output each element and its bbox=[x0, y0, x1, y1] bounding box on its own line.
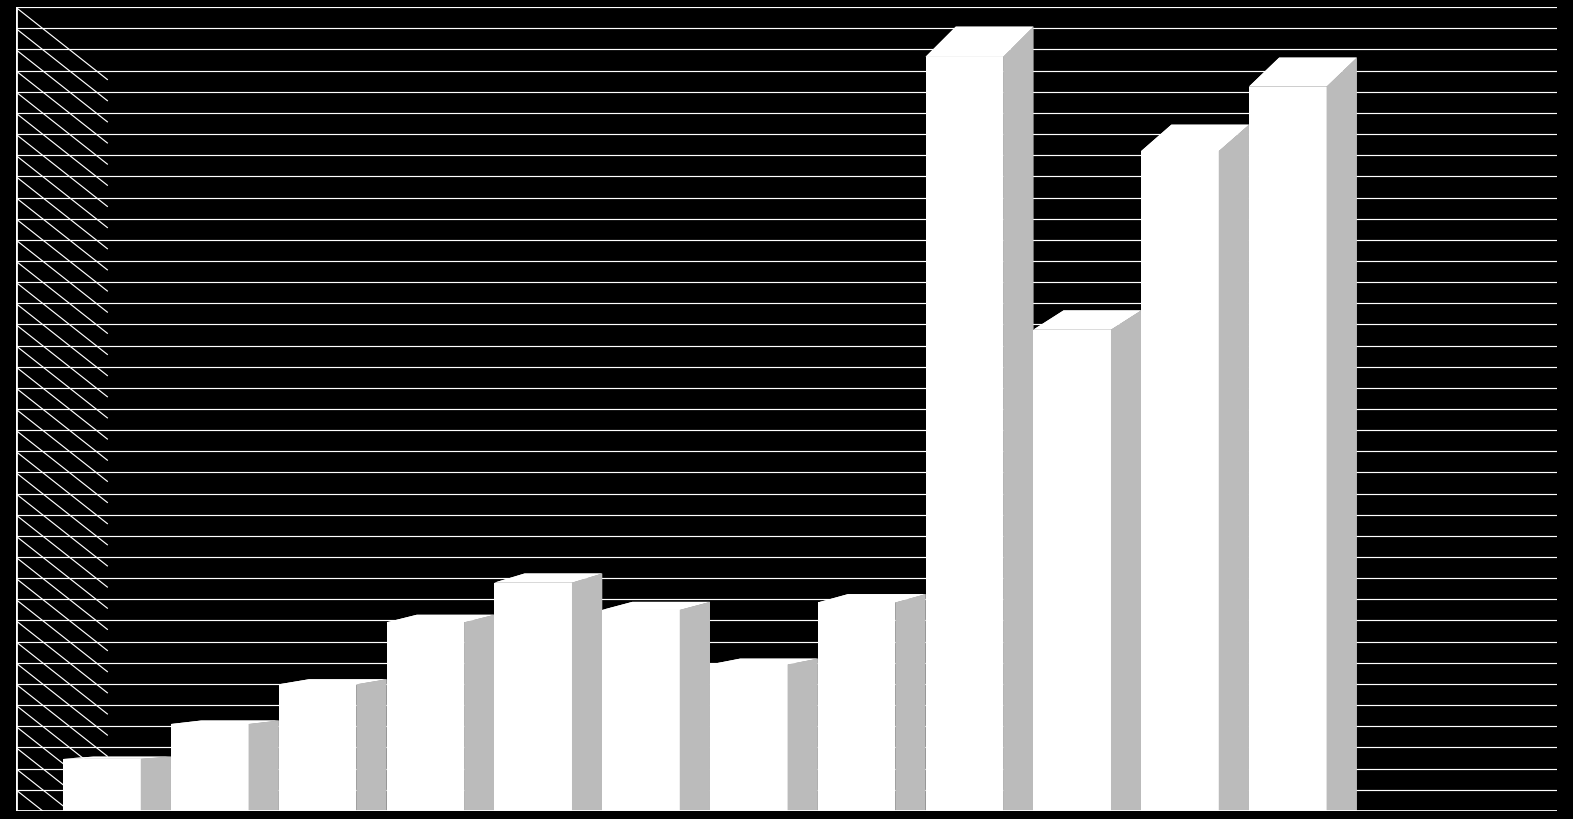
Polygon shape bbox=[387, 615, 494, 622]
Bar bbox=[709, 665, 788, 811]
Bar bbox=[171, 724, 249, 811]
Bar bbox=[494, 583, 573, 811]
Bar bbox=[278, 685, 357, 811]
Polygon shape bbox=[818, 595, 925, 603]
Polygon shape bbox=[387, 615, 494, 622]
Polygon shape bbox=[171, 721, 278, 724]
Polygon shape bbox=[1140, 125, 1249, 152]
Bar bbox=[818, 603, 895, 811]
Polygon shape bbox=[573, 574, 602, 811]
Polygon shape bbox=[171, 721, 278, 724]
Bar bbox=[1249, 88, 1326, 811]
Polygon shape bbox=[278, 680, 387, 685]
Polygon shape bbox=[1326, 58, 1357, 811]
Polygon shape bbox=[494, 574, 602, 583]
Polygon shape bbox=[1004, 28, 1033, 811]
Polygon shape bbox=[680, 602, 709, 811]
Bar bbox=[63, 758, 140, 811]
Polygon shape bbox=[464, 615, 494, 811]
Bar bbox=[602, 610, 680, 811]
Polygon shape bbox=[709, 658, 818, 665]
Polygon shape bbox=[895, 595, 925, 811]
Polygon shape bbox=[140, 757, 171, 811]
Polygon shape bbox=[1219, 125, 1249, 811]
Bar bbox=[1033, 330, 1111, 811]
Bar bbox=[63, 758, 140, 811]
Bar bbox=[494, 583, 573, 811]
Polygon shape bbox=[494, 574, 602, 583]
Polygon shape bbox=[602, 602, 709, 610]
Polygon shape bbox=[602, 602, 709, 610]
Bar bbox=[278, 685, 357, 811]
Polygon shape bbox=[1140, 125, 1249, 152]
Polygon shape bbox=[1111, 311, 1140, 811]
Polygon shape bbox=[895, 595, 925, 811]
Polygon shape bbox=[573, 574, 602, 811]
Polygon shape bbox=[278, 680, 387, 685]
Bar bbox=[818, 603, 895, 811]
Bar bbox=[387, 622, 464, 811]
Bar bbox=[387, 622, 464, 811]
Bar bbox=[925, 57, 1004, 811]
Polygon shape bbox=[1249, 58, 1357, 88]
Polygon shape bbox=[680, 602, 709, 811]
Polygon shape bbox=[1004, 28, 1033, 811]
Polygon shape bbox=[709, 658, 818, 665]
Polygon shape bbox=[1033, 311, 1140, 330]
Bar bbox=[1249, 88, 1326, 811]
Polygon shape bbox=[1111, 311, 1140, 811]
Bar bbox=[1140, 152, 1219, 811]
Polygon shape bbox=[464, 615, 494, 811]
Bar bbox=[709, 665, 788, 811]
Polygon shape bbox=[249, 721, 278, 811]
Polygon shape bbox=[249, 721, 278, 811]
Bar bbox=[1033, 330, 1111, 811]
Bar bbox=[602, 610, 680, 811]
Polygon shape bbox=[357, 680, 387, 811]
Polygon shape bbox=[1326, 58, 1357, 811]
Polygon shape bbox=[788, 658, 818, 811]
Bar bbox=[171, 724, 249, 811]
Polygon shape bbox=[1249, 58, 1357, 88]
Polygon shape bbox=[357, 680, 387, 811]
Polygon shape bbox=[63, 757, 171, 758]
Bar bbox=[1140, 152, 1219, 811]
Polygon shape bbox=[1219, 125, 1249, 811]
Polygon shape bbox=[63, 757, 171, 758]
Polygon shape bbox=[788, 658, 818, 811]
Bar bbox=[925, 57, 1004, 811]
Polygon shape bbox=[140, 757, 171, 811]
Polygon shape bbox=[1033, 311, 1140, 330]
Polygon shape bbox=[925, 28, 1033, 57]
Polygon shape bbox=[818, 595, 925, 603]
Polygon shape bbox=[925, 28, 1033, 57]
